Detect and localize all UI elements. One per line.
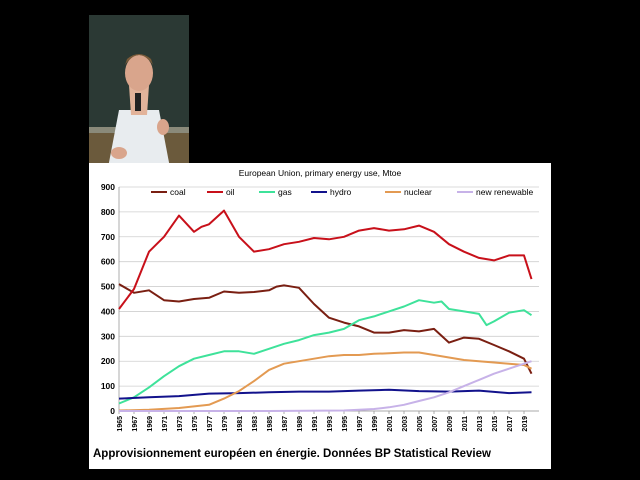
x-tick-label: 1985 — [267, 416, 274, 432]
legend-label: coal — [170, 187, 186, 197]
x-tick-label: 1975 — [192, 416, 199, 432]
speaker-video-frame — [89, 15, 189, 173]
speaker-photo — [89, 15, 189, 173]
x-tick-label: 2013 — [477, 416, 484, 432]
legend: coal oil gas hydro nuclear new renewable — [151, 187, 533, 197]
y-tick-label: 100 — [101, 381, 115, 391]
series-line-nuclear — [118, 351, 532, 412]
legend-label: oil — [226, 187, 235, 197]
y-tick-label: 500 — [101, 282, 115, 292]
x-tick-label: 1983 — [252, 416, 259, 432]
y-tick-label: 700 — [101, 232, 115, 242]
y-tick-label: 200 — [101, 356, 115, 366]
series-lines — [118, 209, 533, 412]
grid — [119, 186, 539, 412]
x-tick-label: 1981 — [237, 416, 244, 432]
legend-label: new renewable — [476, 187, 533, 197]
series-line-hydro — [118, 388, 532, 400]
x-tick-label: 1989 — [297, 416, 304, 432]
y-tick-label: 300 — [101, 331, 115, 341]
x-tick-label: 2007 — [432, 416, 439, 432]
x-tick-label: 1997 — [357, 416, 364, 432]
x-tick-label: 2001 — [387, 416, 394, 432]
y-tick-label: 400 — [101, 306, 115, 316]
x-tick-label: 2011 — [462, 416, 469, 431]
x-tick-label: 1993 — [327, 416, 334, 432]
legend-label: hydro — [330, 187, 352, 197]
y-tick-label: 800 — [101, 207, 115, 217]
series-line-oil — [118, 209, 533, 310]
legend-label: gas — [278, 187, 292, 197]
x-tick-label: 1987 — [282, 416, 289, 432]
legend-label: nuclear — [404, 187, 432, 197]
x-tick-label: 1977 — [207, 416, 214, 432]
x-tick-label: 1979 — [222, 416, 229, 432]
line-chart: European Union, primary energy use, Mtoe… — [101, 168, 539, 432]
x-tick-label: 2009 — [447, 416, 454, 432]
chart-title: European Union, primary energy use, Mtoe — [239, 168, 402, 178]
x-tick-label: 2019 — [522, 416, 529, 432]
x-tick-label: 1999 — [372, 416, 379, 432]
series-line-gas — [118, 299, 533, 405]
x-tick-label: 2003 — [402, 416, 409, 432]
y-tick-label: 900 — [101, 182, 115, 192]
chart-panel: European Union, primary energy use, Mtoe… — [89, 163, 551, 469]
x-tick-label: 1967 — [132, 416, 139, 432]
x-tick-label: 1995 — [342, 416, 349, 432]
x-tick-label: 1971 — [162, 416, 169, 432]
axes: 0 100 200 300 400 500 600 700 800 900 1965 1967 1969… — [101, 182, 539, 432]
x-tick-label: 2017 — [507, 416, 514, 432]
chart-caption: Approvisionnement européen en énergie. D… — [93, 448, 491, 460]
x-tick-label: 1973 — [177, 416, 184, 432]
x-tick-label: 1965 — [117, 416, 124, 432]
series-line-new-renewable — [119, 360, 532, 412]
y-tick-label: 600 — [101, 257, 115, 267]
x-tick-label: 2015 — [492, 416, 499, 432]
series-line-coal — [118, 283, 533, 375]
x-tick-label: 1969 — [147, 416, 154, 432]
x-tick-label: 2005 — [417, 416, 424, 432]
x-tick-label: 1991 — [312, 416, 319, 432]
y-tick-label: 0 — [110, 406, 115, 416]
